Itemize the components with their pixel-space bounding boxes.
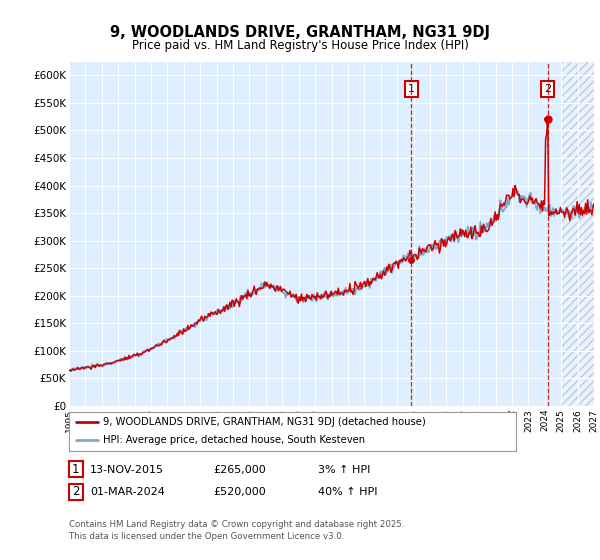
- Text: 9, WOODLANDS DRIVE, GRANTHAM, NG31 9DJ (detached house): 9, WOODLANDS DRIVE, GRANTHAM, NG31 9DJ (…: [103, 417, 425, 427]
- Text: 1: 1: [72, 463, 80, 476]
- Text: 2: 2: [72, 485, 80, 498]
- Text: £520,000: £520,000: [213, 487, 266, 497]
- Text: Contains HM Land Registry data © Crown copyright and database right 2025.
This d: Contains HM Land Registry data © Crown c…: [69, 520, 404, 541]
- Bar: [561, 62, 594, 406]
- Text: Price paid vs. HM Land Registry's House Price Index (HPI): Price paid vs. HM Land Registry's House …: [131, 39, 469, 53]
- Text: HPI: Average price, detached house, South Kesteven: HPI: Average price, detached house, Sout…: [103, 435, 365, 445]
- Text: 9, WOODLANDS DRIVE, GRANTHAM, NG31 9DJ: 9, WOODLANDS DRIVE, GRANTHAM, NG31 9DJ: [110, 25, 490, 40]
- Text: 01-MAR-2024: 01-MAR-2024: [90, 487, 165, 497]
- Text: 3% ↑ HPI: 3% ↑ HPI: [318, 465, 370, 475]
- Bar: [561, 62, 594, 406]
- Text: £265,000: £265,000: [213, 465, 266, 475]
- Text: 1: 1: [408, 84, 415, 94]
- Text: 2: 2: [544, 84, 551, 94]
- Text: 13-NOV-2015: 13-NOV-2015: [90, 465, 164, 475]
- Text: 40% ↑ HPI: 40% ↑ HPI: [318, 487, 377, 497]
